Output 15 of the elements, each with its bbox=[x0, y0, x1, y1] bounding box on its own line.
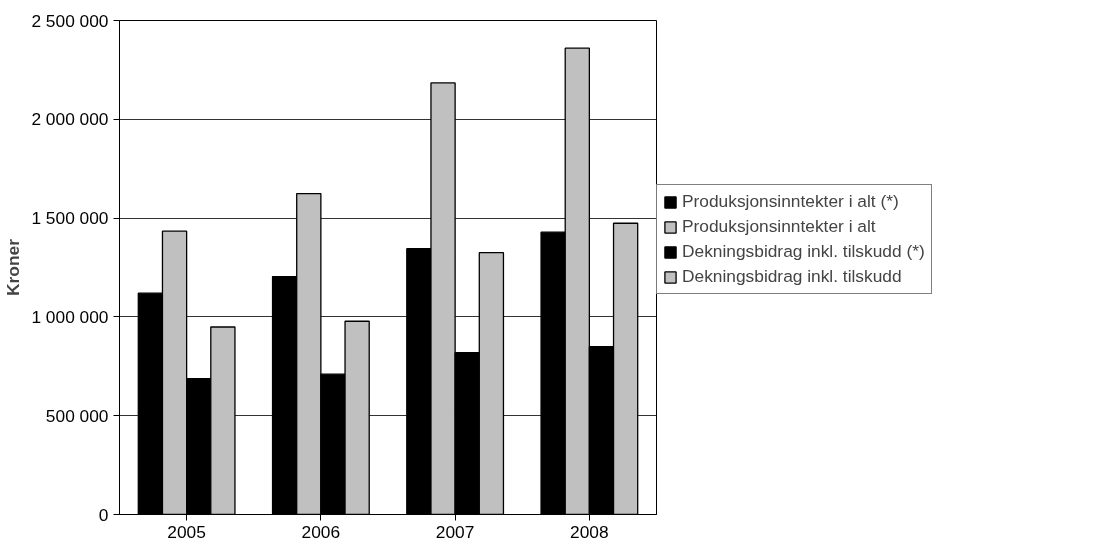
y-tick-label: 2 500 000 bbox=[31, 10, 109, 31]
y-tick-label: 500 000 bbox=[45, 405, 109, 426]
x-tick-label: 2008 bbox=[570, 521, 609, 542]
y-tick-label: 2 000 000 bbox=[31, 109, 109, 130]
legend-label: Produksjonsinntekter i alt bbox=[682, 216, 876, 237]
legend-label: Dekningsbidrag inkl. tilskudd bbox=[682, 266, 902, 287]
x-tick-label: 2006 bbox=[301, 521, 341, 542]
x-tick-label: 2007 bbox=[435, 521, 475, 542]
y-tick-label: 0 bbox=[98, 504, 109, 525]
x-tick-label: 2005 bbox=[167, 521, 206, 542]
y-axis-title: Kroner bbox=[3, 238, 24, 296]
y-tick-label: 1 000 000 bbox=[31, 306, 109, 327]
legend-label: Dekningsbidrag inkl. tilskudd (*) bbox=[682, 241, 925, 262]
y-tick-label: 1 500 000 bbox=[31, 208, 109, 229]
legend-label: Produksjonsinntekter i alt (*) bbox=[682, 191, 899, 212]
